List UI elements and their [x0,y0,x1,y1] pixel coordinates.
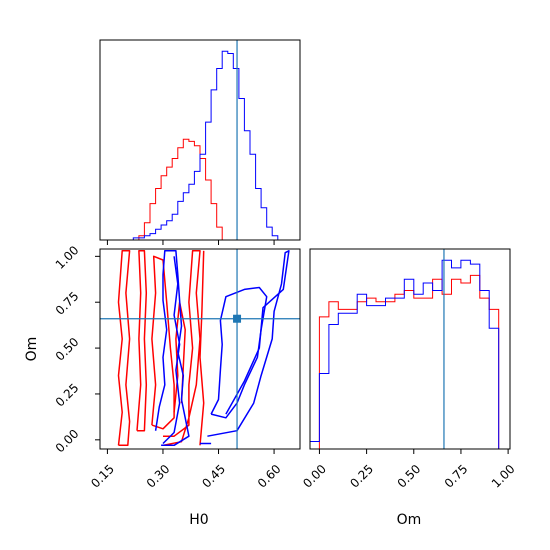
joint-frame [99,248,301,450]
h0-hist-blue [100,50,300,241]
joint-y-tick-label: 0.50 [53,335,82,364]
red-contour-2 [151,255,175,430]
om-hist-blue [309,259,509,450]
joint-x-tick-label: 0.60 [255,462,284,491]
red-contour-0 [117,250,131,447]
red-contour-3 [162,250,201,447]
x-axis-title-om: Om [397,512,422,528]
blue-contour-3 [210,286,268,419]
joint-contours [117,250,290,447]
joint-truth-marker [233,314,242,323]
h0-frame [99,39,301,241]
joint-x-tick-label: 0.30 [144,462,173,491]
om-x-tick-label: 1.00 [489,462,518,491]
joint-x-tick-label: 0.45 [199,462,228,491]
joint-x-tick-label: 0.15 [88,462,117,491]
x-axis-title-h0: H0 [189,512,208,528]
om-x-tick-label: 0.25 [347,462,376,491]
om-marginal-panel: 0.00 0.25 0.50 0.75 1.00 [300,248,518,491]
om-hist-red [310,274,509,450]
om-x-tick-label: 0.00 [300,462,329,491]
om-frame [309,248,511,450]
y-axis-title-om: Om [24,337,40,362]
joint-panel: 0.15 0.30 0.45 0.60 0.00 0.25 0.50 0.75 1.00 [53,243,301,491]
om-x-tick-label: 0.50 [395,462,424,491]
blue-contour-2 [207,250,290,437]
blue-contour-0 [154,250,190,447]
joint-y-tick-label: 0.25 [53,381,82,410]
joint-y-tick-label: 0.00 [53,427,82,456]
red-contour-1 [136,250,148,432]
h0-marginal-panel [99,39,301,245]
joint-y-tick-label: 0.75 [53,289,82,318]
om-x-tick-label: 0.75 [442,462,471,491]
red-contour-5 [199,250,205,446]
joint-y-tick-label: 1.00 [53,243,82,272]
blue-contour-1 [162,256,181,445]
